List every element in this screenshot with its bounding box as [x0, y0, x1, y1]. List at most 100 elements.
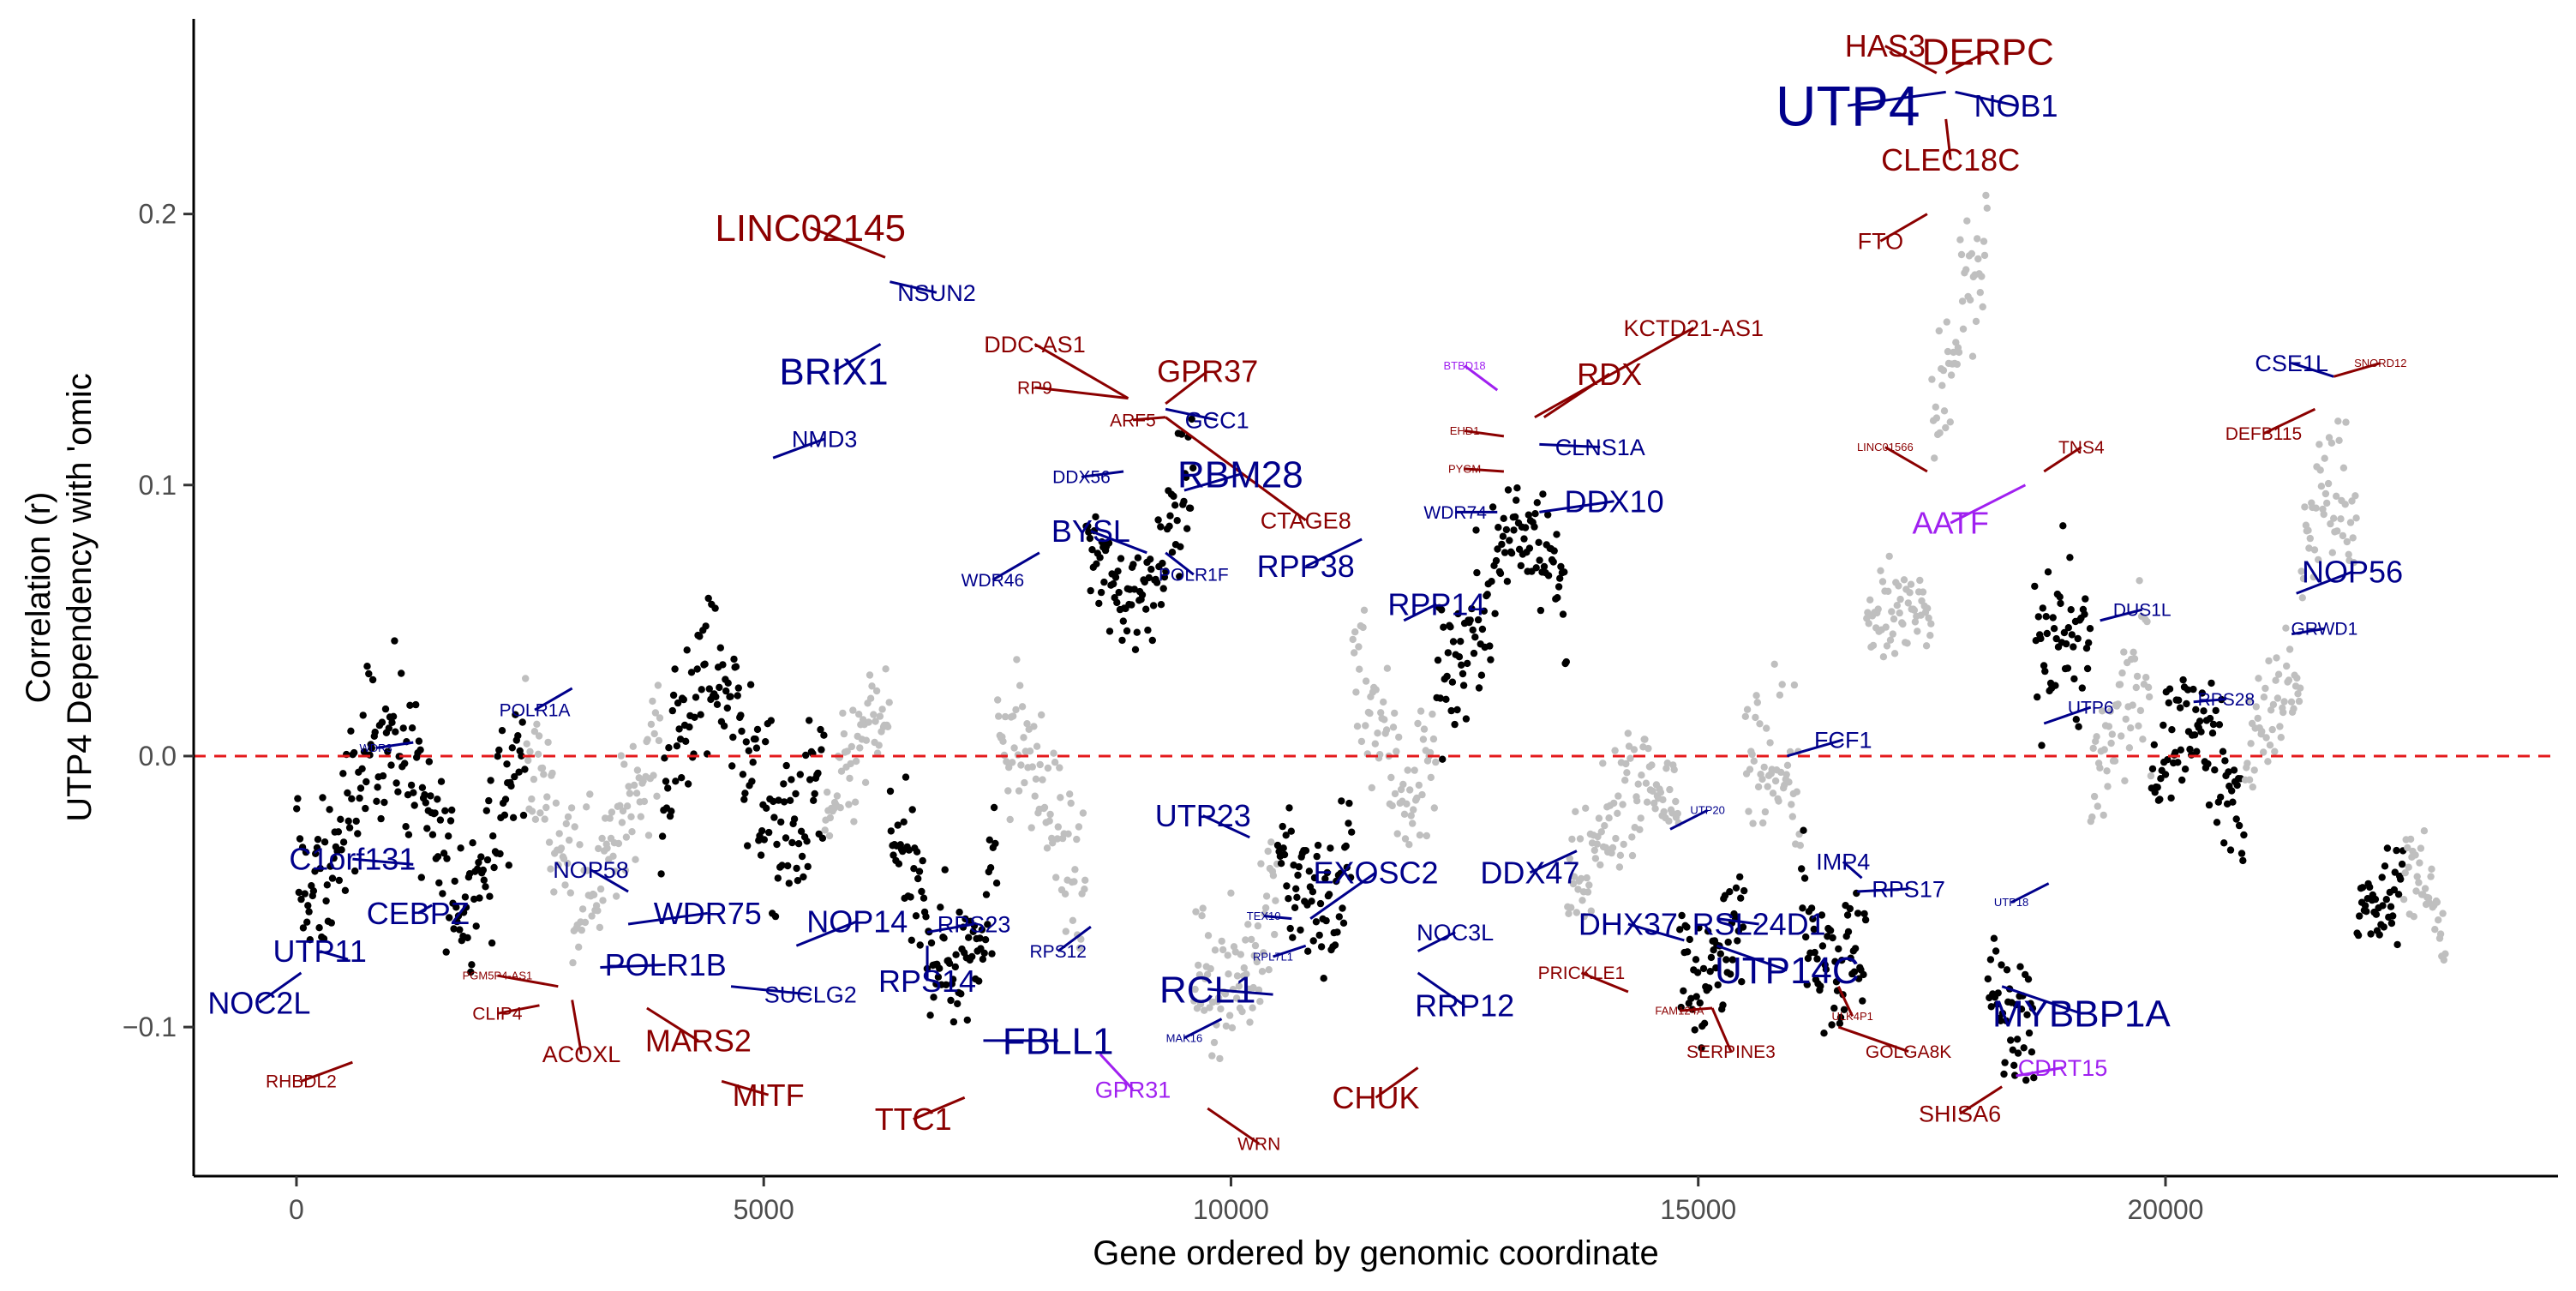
gene-point: [1796, 842, 1804, 850]
gene-point: [2348, 497, 2356, 505]
gene-point: [1986, 956, 1995, 964]
gene-point: [1803, 981, 1811, 988]
gene-point: [716, 644, 724, 652]
gene-point: [2260, 748, 2267, 756]
gene-point: [2356, 912, 2363, 920]
gene-point: [2056, 593, 2064, 601]
gene-point: [1566, 855, 1574, 862]
gene-point: [1321, 874, 1329, 883]
label-leader-line: [1165, 407, 1218, 422]
gene-label: WDR75: [654, 896, 762, 931]
gene-label: UTP11: [273, 934, 367, 969]
gene-label: CHUK: [1332, 1080, 1419, 1115]
gene-point: [1879, 653, 1888, 661]
gene-point: [734, 692, 741, 700]
gene-point: [1246, 1018, 1254, 1026]
gene-point: [379, 772, 387, 780]
label-leader-line: [991, 551, 1040, 581]
gene-point: [1642, 779, 1650, 787]
gene-point: [1348, 828, 1356, 836]
gene-point: [1624, 730, 1632, 737]
gene-point: [2290, 705, 2297, 712]
gene-point: [1504, 486, 1513, 494]
x-tick-label: 10000: [1193, 1194, 1269, 1225]
gene-point: [2255, 675, 2262, 682]
gene-point: [2339, 531, 2347, 540]
gene-point: [1869, 641, 1878, 650]
gene-point: [1283, 882, 1291, 890]
gene-point: [824, 788, 831, 796]
gene-point: [501, 796, 510, 803]
gene-point: [951, 963, 960, 971]
gene-point: [2167, 794, 2175, 802]
gene-point: [1162, 567, 1170, 575]
gene-label: CSE1L: [2255, 351, 2328, 376]
gene-point: [728, 762, 736, 770]
gene-point: [613, 892, 620, 900]
gene-point: [1159, 559, 1166, 567]
gene-point: [2219, 748, 2227, 755]
gene-point: [1734, 937, 1741, 945]
gene-point: [2244, 760, 2251, 767]
gene-point: [2088, 813, 2096, 821]
gene-point: [1890, 650, 1899, 658]
gene-point: [326, 862, 334, 870]
gene-point: [1067, 799, 1075, 808]
gene-point: [614, 839, 623, 848]
gene-point: [1621, 777, 1629, 784]
gene-point: [2345, 550, 2352, 558]
gene-point: [1480, 607, 1489, 615]
gene-point: [1349, 635, 1357, 644]
gene-point: [2436, 930, 2445, 938]
gene-point: [1843, 911, 1852, 919]
gene-label: GOLGA8K: [1866, 1042, 1951, 1062]
gene-point: [1847, 954, 1854, 962]
gene-point: [846, 774, 854, 783]
gene-point: [1511, 513, 1519, 521]
gene-point: [1147, 555, 1154, 563]
gene-point: [618, 819, 626, 826]
gene-point: [1644, 744, 1652, 753]
gene-point: [1320, 975, 1327, 982]
gene-point: [887, 827, 896, 835]
gene-point: [1914, 627, 1921, 635]
gene-point: [2183, 700, 2190, 708]
gene-point: [2378, 874, 2386, 881]
gene-point: [410, 802, 418, 809]
gene-point: [1203, 970, 1212, 978]
gene-point: [800, 873, 807, 881]
gene-point: [596, 885, 605, 893]
gene-point: [1129, 561, 1137, 568]
gene-point: [311, 868, 319, 875]
gene-point: [1243, 970, 1250, 978]
gene-point: [368, 744, 375, 752]
gene-point: [1066, 790, 1074, 798]
gene-point: [1115, 588, 1123, 597]
gene-point: [1191, 985, 1199, 994]
gene-point: [840, 730, 848, 738]
gene-point: [2271, 748, 2279, 755]
label-leader-line: [1090, 530, 1147, 555]
gene-point: [818, 746, 825, 754]
gene-point: [2427, 873, 2435, 880]
gene-point: [1251, 941, 1260, 950]
gene-point: [749, 759, 757, 766]
gene-point: [1457, 638, 1465, 646]
gene-point: [1846, 904, 1854, 913]
gene-point: [1782, 771, 1790, 778]
gene-point: [1374, 730, 1381, 737]
gene-point: [1503, 578, 1512, 585]
gene-point: [457, 844, 464, 852]
gene-point: [1677, 1003, 1685, 1012]
gene-point: [2042, 613, 2050, 621]
gene-point: [1643, 798, 1651, 806]
gene-point: [1659, 796, 1667, 804]
gene-point: [1610, 799, 1618, 808]
gene-point: [2366, 883, 2374, 892]
label-leader-line: [590, 868, 629, 893]
gene-point: [2129, 701, 2136, 709]
gene-point: [2226, 846, 2235, 854]
gene-point: [2398, 860, 2406, 868]
gene-point: [2232, 815, 2240, 823]
gene-point: [293, 805, 301, 813]
